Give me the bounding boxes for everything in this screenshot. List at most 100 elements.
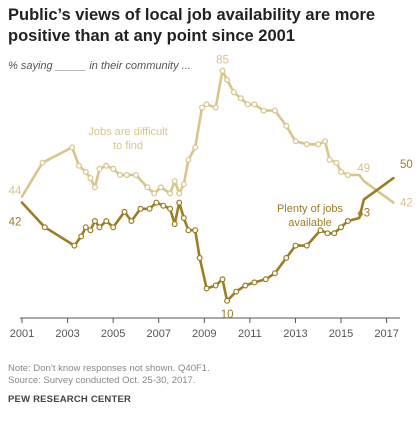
x-tick-label: 2003 [55,328,79,340]
plenty-of-jobs-available-point [96,224,103,231]
jobs-are-difficult-to-find-point [244,101,251,108]
plenty-of-jobs-available-point [283,254,290,261]
x-tick-label: 2013 [283,328,307,340]
brand-logo-text: PEW RESEARCH CENTER [8,394,132,405]
jobs-are-difficult-to-find-point [237,95,244,102]
jobs-are-difficult-to-find-point [315,141,322,148]
plenty-of-jobs-available-point [71,242,78,249]
plenty-of-jobs-available-point [224,297,231,304]
jobs-are-difficult-to-find-data-label: 49 [357,163,370,175]
series-layer [20,67,395,304]
jobs-are-difficult-to-find-point [203,101,210,108]
plenty-of-jobs-available-data-label: 42 [9,217,22,229]
jobs-are-difficult-to-find-point [144,184,151,191]
plenty-of-jobs-available-point [331,230,338,237]
plenty-of-jobs-available-point [41,224,48,231]
plenty-of-jobs-available-data-label: 50 [400,159,413,171]
plenty-of-jobs-available-point [146,205,153,212]
jobs-are-difficult-to-find-point [224,76,231,83]
jobs-are-difficult-to-find-point [167,190,174,197]
plenty-of-jobs-available-point [185,227,192,234]
jobs-are-difficult-to-find-point [171,178,178,185]
jobs-are-difficult-to-find-line [20,69,395,204]
jobs-are-difficult-to-find-point [103,162,110,169]
plenty-of-jobs-available-point [262,276,269,283]
plenty-of-jobs-available-point [219,276,226,283]
plenty-of-jobs-available-point [196,254,203,261]
jobs-are-difficult-to-find-point [199,104,206,111]
x-tick-label: 2011 [238,328,262,340]
source-text: Source: Survey conducted Oct. 25-30, 201… [8,375,196,386]
x-tick-label: 2005 [101,328,125,340]
jobs-are-difficult-to-find-point [176,190,183,197]
jobs-are-difficult-to-find-point [283,122,290,129]
note-text: Note: Don’t know responses not shown. Q4… [8,363,210,374]
chart-subtitle: % saying _____ in their community ... [8,60,191,72]
plenty-of-jobs-available-point [233,288,240,295]
plenty-of-jobs-available-point [212,282,219,289]
x-axis: 2001 2003 2005 2007 2009 2011 2013 2015 2017 [10,317,400,340]
plenty-of-jobs-available-label: Plenty of jobs available [277,203,344,229]
jobs-are-difficult-to-find-point [110,165,117,172]
plenty-of-jobs-available-point [110,224,117,231]
plenty-of-jobs-available-point [91,218,98,225]
plenty-of-jobs-available-point [192,227,199,234]
plenty-of-jobs-available-data-label: 43 [357,208,370,220]
jobs-are-difficult-to-find-point [123,172,130,179]
jobs-are-difficult-to-find-point [116,172,123,179]
x-tick-label: 2001 [10,328,34,340]
jobs-are-difficult-to-find-point [151,190,158,197]
jobs-are-difficult-to-find-point [326,156,333,163]
plenty-of-jobs-available-point [78,233,85,240]
x-tick-label: 2009 [192,328,216,340]
jobs-are-difficult-to-find-point [82,168,89,175]
plenty-of-jobs-available-line [20,176,395,303]
plenty-of-jobs-available-point [153,199,160,206]
plenty-of-jobs-available-point [324,230,331,237]
jobs-are-difficult-to-find-point [192,144,199,151]
plenty-of-jobs-available-point [292,242,299,249]
plenty-of-jobs-available-point [271,270,278,277]
label-layer: Jobs are difficult to find 44 85 49 42 Plenty … [9,55,413,321]
plenty-of-jobs-available-point [203,285,210,292]
jobs-are-difficult-to-find-point [158,184,165,191]
jobs-are-difficult-to-find-data-label: 85 [216,55,229,67]
jobs-are-difficult-to-find-point [303,141,310,148]
plenty-of-jobs-available-point [338,224,345,231]
chart-title: Public’s views of local job availability… [8,6,376,45]
plenty-of-jobs-available-series [20,176,395,304]
jobs-are-difficult-to-find-point [219,67,226,74]
plenty-of-jobs-available-point [137,205,144,212]
jobs-are-difficult-to-find-point [260,107,267,114]
plenty-of-jobs-available-point [128,218,135,225]
jobs-are-difficult-to-find-point [91,184,98,191]
plenty-of-jobs-available-point [167,205,174,212]
plenty-of-jobs-available-point [82,224,89,231]
jobs-are-difficult-to-find-point [180,181,187,188]
x-tick-label: 2017 [374,328,398,340]
plenty-of-jobs-available-point [317,227,324,234]
x-tick-label: 2007 [146,328,170,340]
jobs-are-difficult-to-find-data-label: 42 [400,198,413,210]
jobs-are-difficult-to-find-point [87,175,94,182]
jobs-are-difficult-to-find-point [322,138,329,145]
plenty-of-jobs-available-point [160,202,167,209]
x-tick-label: 2015 [329,328,353,340]
jobs-are-difficult-to-find-point [132,172,139,179]
jobs-are-difficult-to-find-point [251,101,258,108]
line-chart: 2001 2003 2005 2007 2009 2011 2013 2015 2017 Job… [9,55,413,340]
plenty-of-jobs-available-point [171,221,178,228]
plenty-of-jobs-available-point [87,227,94,234]
plenty-of-jobs-available-point [121,208,128,215]
jobs-are-difficult-to-find-point [333,159,340,166]
jobs-are-difficult-to-find-point [185,156,192,163]
jobs-are-difficult-to-find-label: Jobs are difficult to find [88,126,167,152]
jobs-are-difficult-to-find-point [338,168,345,175]
jobs-are-difficult-to-find-point [39,159,46,166]
jobs-are-difficult-to-find-point [344,172,351,179]
jobs-are-difficult-to-find-point [69,144,76,151]
plenty-of-jobs-available-point [251,279,258,286]
jobs-are-difficult-to-find-point [212,104,219,111]
plenty-of-jobs-available-point [303,242,310,249]
plenty-of-jobs-available-point [103,218,110,225]
